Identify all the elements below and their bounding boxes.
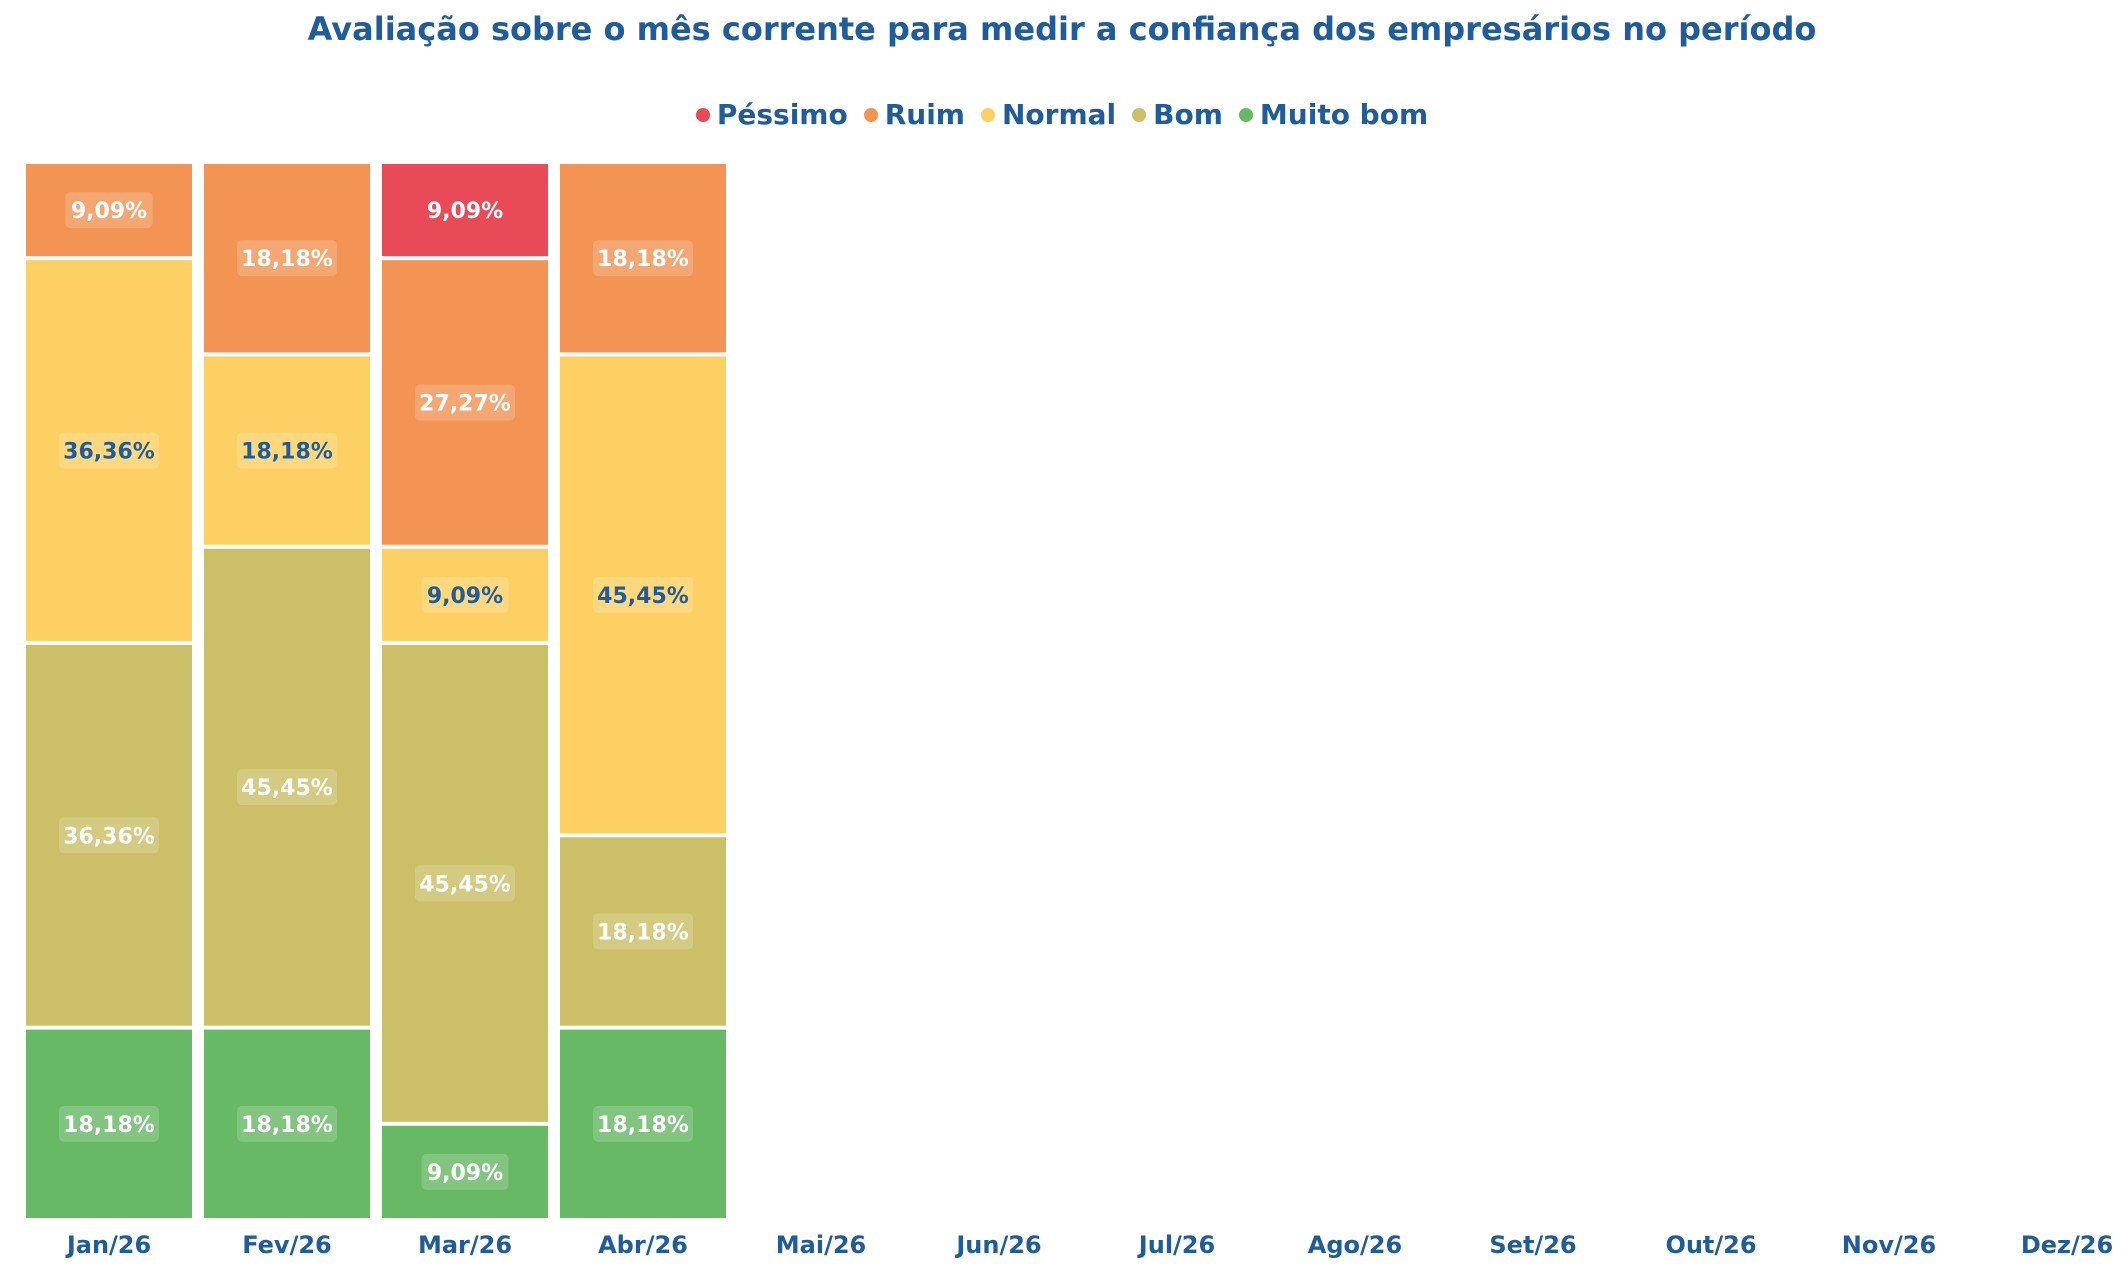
data-label-background: [237, 432, 337, 469]
legend-label: Péssimo: [716, 98, 848, 131]
x-tick-label: Fev/26: [242, 1231, 332, 1259]
data-label: 18,18%: [597, 920, 689, 945]
data-label-background: [421, 1153, 509, 1190]
data-label: 18,18%: [63, 1113, 155, 1138]
bar-segment-Jan-26-3[interactable]: [26, 644, 192, 1026]
x-tick-label: Jul/26: [1137, 1231, 1215, 1259]
x-tick-label: Jun/26: [954, 1231, 1041, 1259]
legend-item-1[interactable]: Ruim: [863, 98, 965, 131]
data-label: 45,45%: [241, 776, 333, 801]
data-label: 9,09%: [427, 1161, 503, 1186]
data-label: 9,09%: [71, 199, 147, 224]
data-label: 45,45%: [597, 584, 689, 609]
bar-segment-Mar-26-2[interactable]: [382, 548, 548, 641]
data-label: 18,18%: [597, 247, 689, 272]
bar-segment-Jan-26-2[interactable]: [26, 260, 192, 641]
data-label-background: [237, 240, 337, 277]
data-label: 9,09%: [427, 199, 503, 224]
legend-item-3[interactable]: Bom: [1132, 98, 1223, 131]
data-label-background: [415, 865, 515, 902]
data-label: 18,18%: [241, 440, 333, 465]
bar-segment-Abr-26-2[interactable]: [560, 356, 726, 834]
legend-item-0[interactable]: Péssimo: [695, 98, 848, 131]
data-label-background: [593, 1105, 693, 1142]
data-label-background: [65, 192, 153, 229]
x-tick-label: Set/26: [1489, 1231, 1576, 1259]
legend-swatch-icon: [863, 107, 878, 122]
bar-segment-Fev-26-1[interactable]: [204, 164, 370, 353]
x-tick-label: Jan/26: [65, 1231, 151, 1259]
x-tick-label: Abr/26: [598, 1231, 688, 1259]
legend-swatch-icon: [1238, 107, 1253, 122]
legend-item-4[interactable]: Muito bom: [1238, 98, 1429, 131]
x-tick-label: Mar/26: [418, 1231, 512, 1259]
bar-segment-Fev-26-2[interactable]: [204, 356, 370, 545]
bar-segment-Mar-26-1[interactable]: [382, 260, 548, 545]
x-tick-label: Nov/26: [1842, 1231, 1936, 1259]
data-label-background: [593, 240, 693, 277]
bar-segment-Fev-26-3[interactable]: [204, 548, 370, 1026]
legend-swatch-icon: [981, 107, 995, 122]
legend-swatch-icon: [1132, 107, 1147, 122]
bar-segment-Mar-26-3[interactable]: [382, 644, 548, 1122]
data-label-background: [593, 913, 693, 950]
x-tick-label: Out/26: [1665, 1231, 1756, 1259]
data-label-background: [59, 432, 159, 469]
data-label-background: [237, 769, 337, 806]
data-label: 36,36%: [63, 824, 155, 849]
bar-segment-Abr-26-3[interactable]: [560, 837, 726, 1026]
data-label-background: [421, 576, 509, 613]
x-tick-label: Mai/26: [776, 1231, 866, 1259]
legend-label: Normal: [1002, 98, 1117, 131]
bar-segment-Mar-26-0[interactable]: [382, 164, 548, 257]
bar-segment-Abr-26-1[interactable]: [560, 164, 726, 353]
data-label-background: [593, 576, 693, 613]
bar-segment-Jan-26-4[interactable]: [26, 1029, 192, 1218]
chart-legend: Péssimo Ruim Normal Bom Muito bom: [0, 98, 2124, 131]
bar-segment-Jan-26-1[interactable]: [26, 164, 192, 257]
data-label: 36,36%: [63, 440, 155, 465]
data-label: 18,18%: [597, 1113, 689, 1138]
chart-title: Avaliação sobre o mês corrente para medi…: [307, 10, 1817, 48]
legend-item-2[interactable]: Normal: [981, 98, 1116, 131]
data-label: 9,09%: [427, 584, 503, 609]
data-label-background: [415, 384, 515, 421]
legend-label: Bom: [1153, 98, 1223, 131]
bar-segment-Fev-26-4[interactable]: [204, 1029, 370, 1218]
data-label: 18,18%: [241, 247, 333, 272]
data-label: 18,18%: [241, 1113, 333, 1138]
legend-label: Muito bom: [1259, 98, 1429, 131]
legend-swatch-icon: [695, 107, 710, 122]
bar-segment-Abr-26-4[interactable]: [560, 1029, 726, 1218]
x-tick-label: Ago/26: [1308, 1231, 1402, 1259]
data-label-background: [59, 1105, 159, 1142]
data-label: 45,45%: [419, 872, 511, 897]
data-label-background: [59, 817, 159, 854]
bar-segment-Mar-26-4[interactable]: [382, 1125, 548, 1218]
x-tick-label: Dez/26: [2021, 1231, 2113, 1259]
data-label: 27,27%: [419, 391, 511, 416]
data-label-background: [237, 1105, 337, 1142]
legend-label: Ruim: [884, 98, 965, 131]
